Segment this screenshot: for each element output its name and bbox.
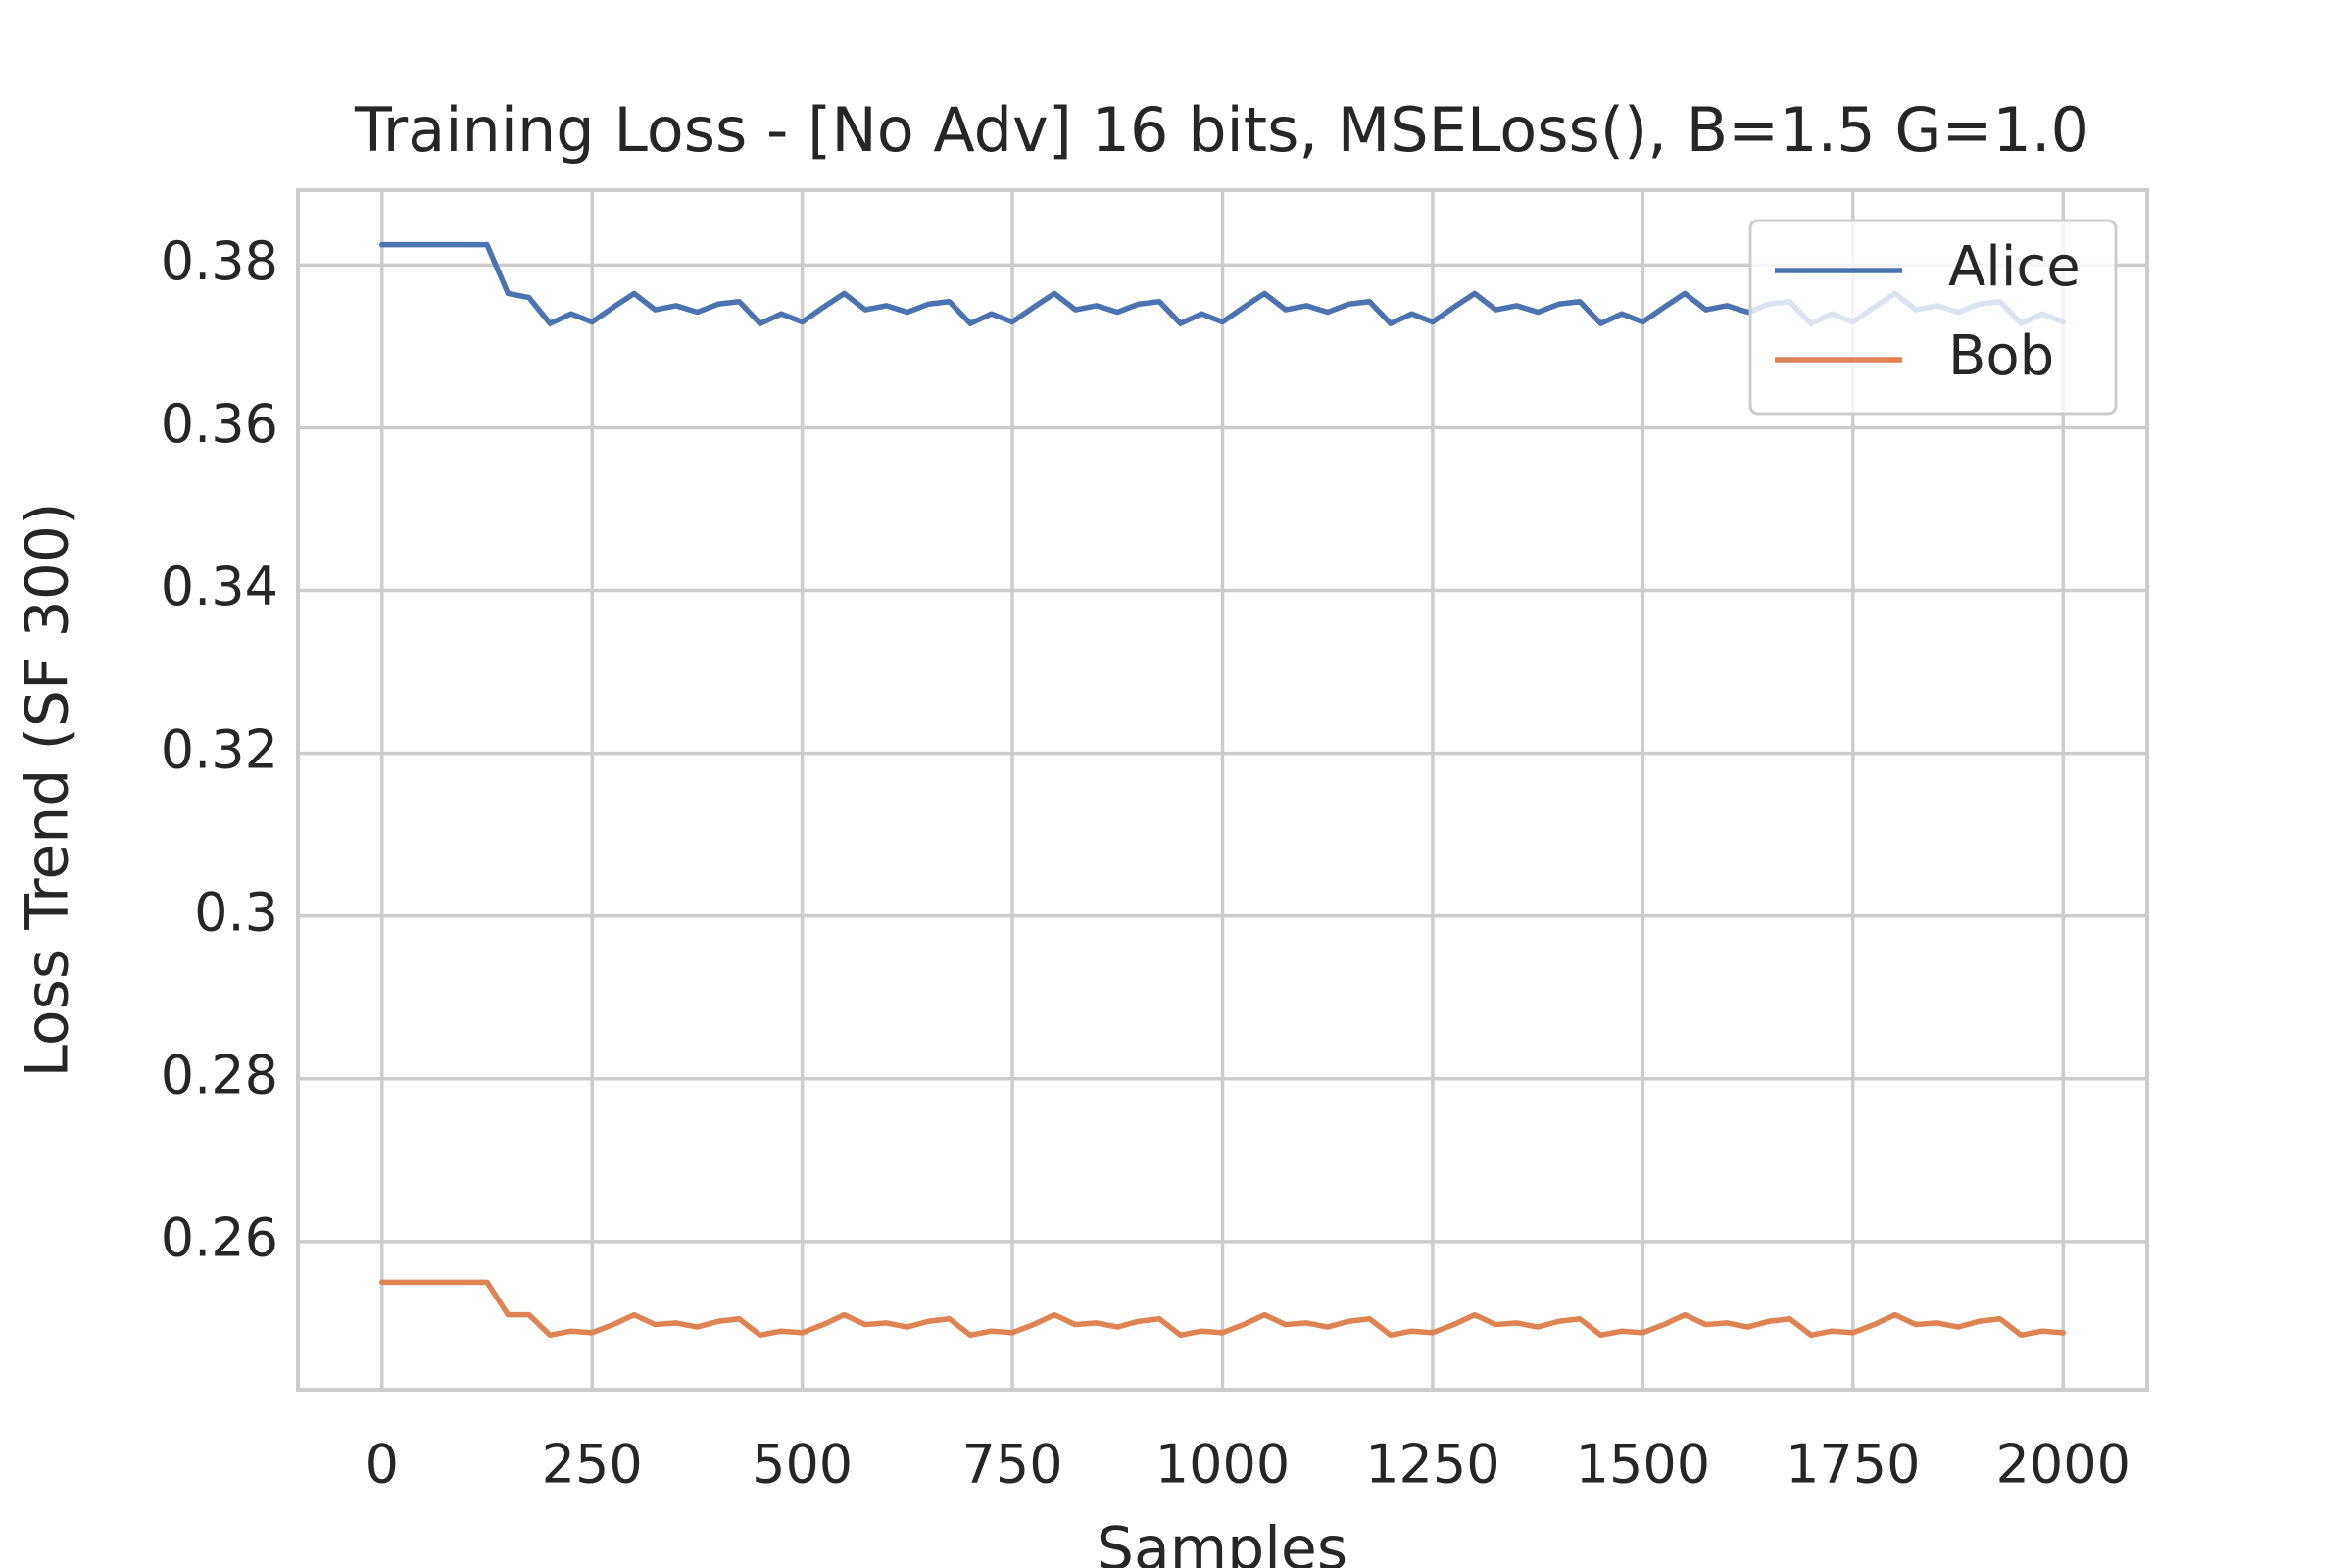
x-tick-label: 500 xyxy=(752,1434,853,1495)
y-tick-label: 0.32 xyxy=(161,718,278,780)
y-tick-label: 0.34 xyxy=(161,556,278,617)
x-tick-label: 1250 xyxy=(1365,1434,1499,1495)
y-axis-label: Loss Trend (SF 300) xyxy=(14,503,82,1078)
y-tick-label: 0.38 xyxy=(161,230,278,292)
x-tick-label: 750 xyxy=(962,1434,1063,1495)
data-line xyxy=(379,1279,2066,1339)
chart-title: Training Loss - [No Adv] 16 bits, MSELos… xyxy=(354,94,2089,166)
y-tick-label: 0.36 xyxy=(161,393,278,455)
plot-frame xyxy=(296,188,2149,1392)
x-tick-label: 1000 xyxy=(1155,1434,1290,1495)
legend-label: Bob xyxy=(1948,324,2054,388)
y-tick-label: 0.28 xyxy=(161,1044,278,1105)
x-tick-label: 250 xyxy=(542,1434,643,1495)
x-tick-label: 0 xyxy=(366,1434,399,1495)
y-tick-label: 0.3 xyxy=(194,881,278,943)
y-tick-label: 0.26 xyxy=(161,1207,278,1269)
x-axis-label: Samples xyxy=(1097,1515,1348,1568)
x-tick-label: 1750 xyxy=(1786,1434,1920,1495)
legend-label: Alice xyxy=(1948,235,2081,299)
x-tick-label: 1500 xyxy=(1576,1434,1710,1495)
x-tick-label: 2000 xyxy=(1996,1434,2131,1495)
